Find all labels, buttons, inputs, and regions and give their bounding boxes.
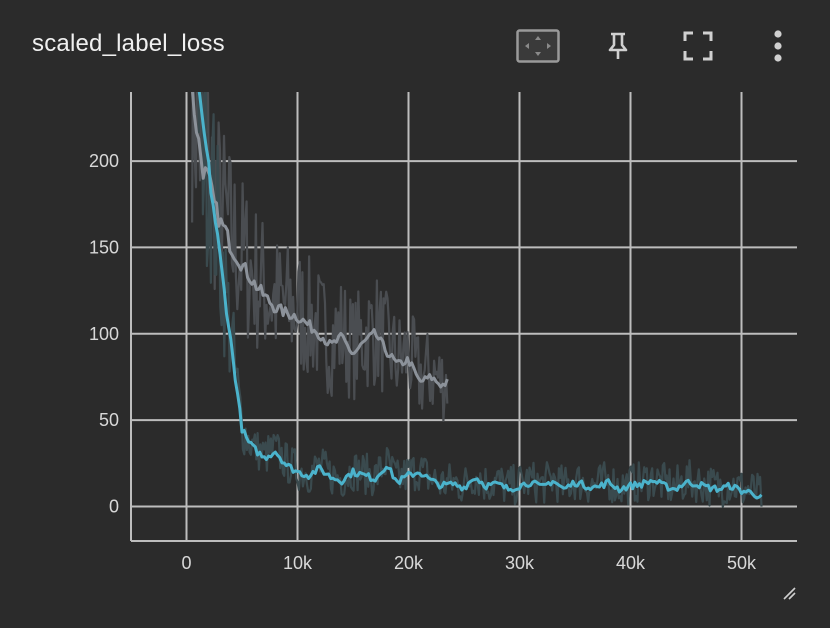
- series-a-smoothed-line: [191, 92, 449, 389]
- series-b-raw-line: [197, 92, 763, 508]
- card-title: scaled_label_loss: [32, 30, 225, 57]
- axes: 0 10k 20k 30k 40k 50k 0 50 100 150 200: [89, 92, 797, 573]
- card-toolbar: [480, 26, 800, 66]
- fit-domain-icon: [516, 29, 560, 63]
- x-tick-label: 20k: [394, 553, 424, 573]
- fullscreen-button[interactable]: [676, 26, 720, 66]
- smoothed-series-layer: [191, 92, 763, 500]
- x-tick-label: 30k: [505, 553, 535, 573]
- y-tick-label: 50: [99, 410, 119, 430]
- x-tick-label: 0: [181, 553, 191, 573]
- x-tick-label: 50k: [727, 553, 757, 573]
- raw-series-layer: [191, 92, 763, 508]
- series-a-raw-line: [191, 92, 449, 422]
- x-tick-label: 40k: [616, 553, 646, 573]
- pin-button[interactable]: [596, 26, 640, 66]
- y-tick-label: 150: [89, 237, 119, 257]
- y-tick-label: 200: [89, 151, 119, 171]
- fit-domain-button[interactable]: [516, 26, 560, 66]
- series-b-smoothed-line: [197, 92, 763, 500]
- more-vert-icon: [774, 30, 782, 62]
- y-tick-label: 100: [89, 324, 119, 344]
- x-tick-label: 10k: [283, 553, 313, 573]
- pin-icon: [608, 32, 628, 59]
- more-options-button[interactable]: [756, 26, 800, 66]
- resize-handle-icon[interactable]: [782, 586, 796, 600]
- fullscreen-icon: [683, 31, 713, 61]
- y-tick-label: 0: [109, 496, 119, 516]
